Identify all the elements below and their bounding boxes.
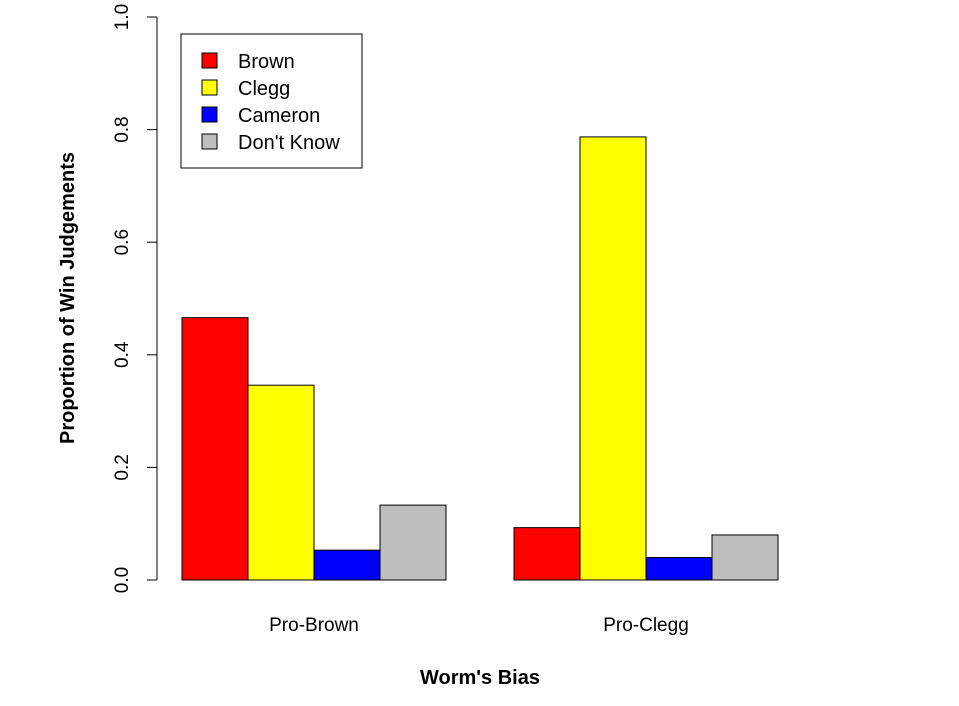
x-tick-label: Pro-Clegg [603, 615, 689, 636]
y-tick-label: 0.4 [112, 341, 133, 368]
y-tick-label: 1.0 [112, 4, 133, 30]
legend-label: Cameron [238, 105, 320, 127]
y-tick-label: 0.6 [112, 229, 133, 255]
y-tick-label: 0.8 [112, 116, 133, 142]
legend-swatch [201, 133, 218, 150]
bars [181, 136, 779, 581]
y-axis: 0.0 0.2 0.4 0.6 0.8 1.0 [112, 4, 158, 593]
bar-don-t-know-pro-clegg [711, 534, 779, 581]
bar-brown-pro-clegg [513, 527, 581, 581]
x-axis-title: Worm's Bias [420, 667, 540, 689]
x-axis-labels: Pro-Brown Pro-Clegg [269, 615, 689, 636]
legend-label: Don't Know [238, 132, 340, 154]
bar-cameron-pro-clegg [645, 556, 713, 581]
legend: Brown Clegg Cameron Don't Know [180, 33, 363, 169]
legend-swatch [201, 52, 218, 69]
bar-clegg-pro-clegg [579, 136, 647, 581]
x-tick-label: Pro-Brown [269, 615, 359, 636]
legend-label: Brown [238, 51, 295, 73]
y-axis-title: Proportion of Win Judgements [57, 152, 79, 444]
legend-swatch [201, 79, 218, 96]
legend-swatch [201, 106, 218, 123]
bar-don-t-know-pro-brown [379, 504, 447, 581]
y-tick-label: 0.0 [112, 567, 133, 593]
legend-label: Clegg [238, 78, 290, 100]
bar-brown-pro-brown [181, 317, 249, 581]
bar-cameron-pro-brown [313, 549, 381, 581]
bar-clegg-pro-brown [247, 384, 315, 581]
y-tick-label: 0.2 [112, 454, 133, 480]
